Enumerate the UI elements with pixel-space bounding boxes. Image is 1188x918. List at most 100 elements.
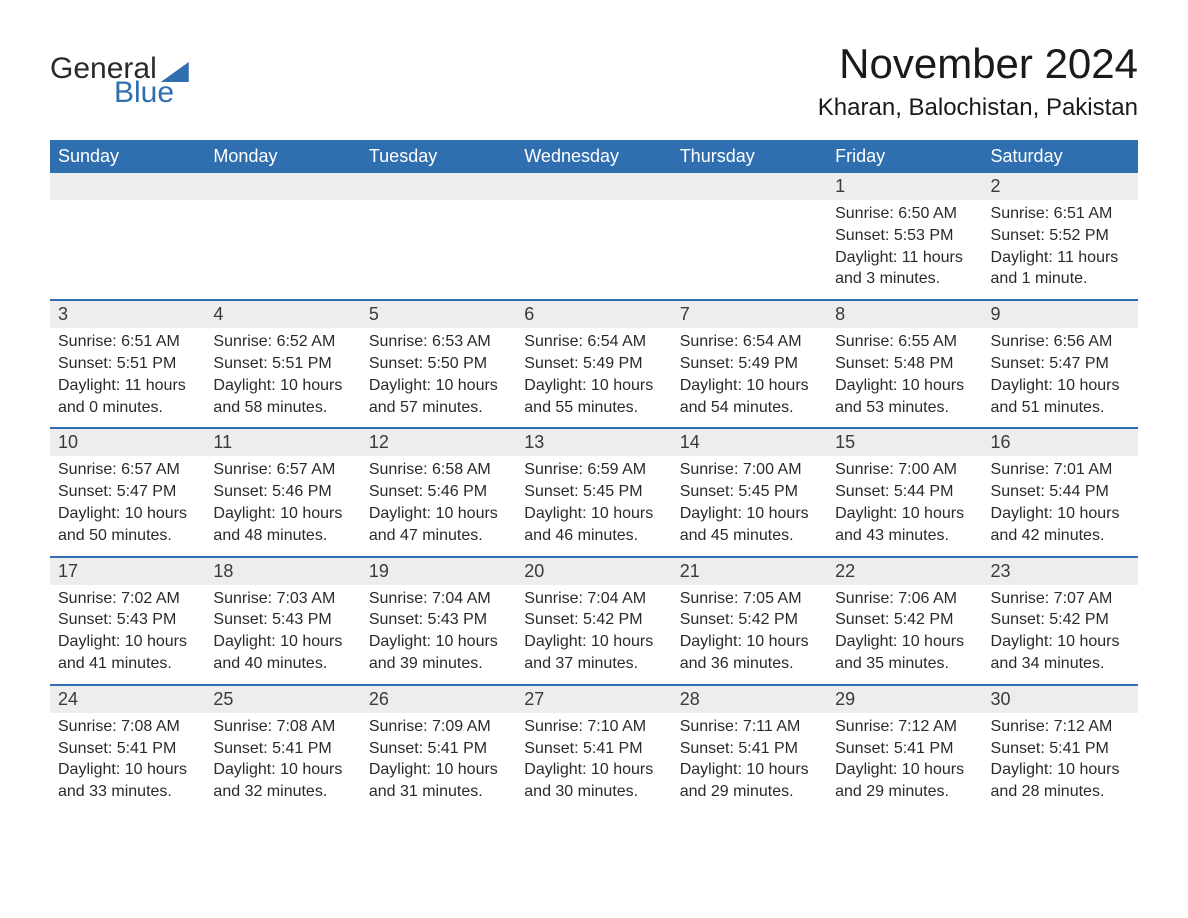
day-number-row: 9 <box>983 301 1138 328</box>
daylight-text-line2: and 35 minutes. <box>835 654 974 675</box>
sunset-text: Sunset: 5:41 PM <box>991 739 1130 760</box>
week-row: 3Sunrise: 6:51 AMSunset: 5:51 PMDaylight… <box>50 299 1138 427</box>
week-row: 24Sunrise: 7:08 AMSunset: 5:41 PMDayligh… <box>50 684 1138 812</box>
day-body <box>361 200 516 212</box>
day-number: 7 <box>680 304 690 324</box>
day-cell: 18Sunrise: 7:03 AMSunset: 5:43 PMDayligh… <box>205 558 360 684</box>
sunrise-text: Sunrise: 6:56 AM <box>991 332 1130 353</box>
day-number-row: 22 <box>827 558 982 585</box>
daylight-text-line1: Daylight: 10 hours <box>680 504 819 525</box>
daylight-text-line2: and 57 minutes. <box>369 398 508 419</box>
week-row: 17Sunrise: 7:02 AMSunset: 5:43 PMDayligh… <box>50 556 1138 684</box>
day-number: 24 <box>58 689 78 709</box>
sunrise-text: Sunrise: 7:12 AM <box>835 717 974 738</box>
day-body: Sunrise: 7:07 AMSunset: 5:42 PMDaylight:… <box>983 585 1138 684</box>
day-number: 25 <box>213 689 233 709</box>
logo: General Blue <box>50 40 189 110</box>
sunset-text: Sunset: 5:41 PM <box>58 739 197 760</box>
day-cell: 1Sunrise: 6:50 AMSunset: 5:53 PMDaylight… <box>827 173 982 299</box>
sunrise-text: Sunrise: 6:54 AM <box>524 332 663 353</box>
sunset-text: Sunset: 5:43 PM <box>213 610 352 631</box>
day-number: 20 <box>524 561 544 581</box>
month-title: November 2024 <box>818 40 1138 88</box>
day-cell: 7 Sunrise: 6:54 AMSunset: 5:49 PMDaylight… <box>672 301 827 427</box>
day-body: Sunrise: 6:59 AMSunset: 5:45 PMDaylight:… <box>516 456 671 555</box>
sunrise-text: Sunrise: 6:51 AM <box>58 332 197 353</box>
location-label: Kharan, Balochistan, Pakistan <box>818 94 1138 122</box>
week-row: 1Sunrise: 6:50 AMSunset: 5:53 PMDaylight… <box>50 173 1138 299</box>
day-body <box>205 200 360 212</box>
day-number-row: 5 <box>361 301 516 328</box>
daylight-text-line1: Daylight: 10 hours <box>524 504 663 525</box>
daylight-text-line2: and 47 minutes. <box>369 526 508 547</box>
day-number-row: 20 <box>516 558 671 585</box>
day-body: Sunrise: 7:10 AMSunset: 5:41 PMDaylight:… <box>516 713 671 812</box>
day-number-row: 8 <box>827 301 982 328</box>
day-body: Sunrise: 6:54 AMSunset: 5:49 PMDaylight:… <box>672 328 827 427</box>
sunrise-text: Sunrise: 6:51 AM <box>991 204 1130 225</box>
daylight-text-line2: and 40 minutes. <box>213 654 352 675</box>
day-number-row: 16 <box>983 429 1138 456</box>
sunset-text: Sunset: 5:43 PM <box>369 610 508 631</box>
day-number: 18 <box>213 561 233 581</box>
day-number: 30 <box>991 689 1011 709</box>
day-cell: 29Sunrise: 7:12 AMSunset: 5:41 PMDayligh… <box>827 686 982 812</box>
daylight-text-line1: Daylight: 10 hours <box>58 760 197 781</box>
sunset-text: Sunset: 5:41 PM <box>524 739 663 760</box>
day-body: Sunrise: 6:56 AMSunset: 5:47 PMDaylight:… <box>983 328 1138 427</box>
day-number: 28 <box>680 689 700 709</box>
day-body: Sunrise: 6:53 AMSunset: 5:50 PMDaylight:… <box>361 328 516 427</box>
sunset-text: Sunset: 5:42 PM <box>991 610 1130 631</box>
sunset-text: Sunset: 5:42 PM <box>524 610 663 631</box>
day-cell: 6Sunrise: 6:54 AMSunset: 5:49 PMDaylight… <box>516 301 671 427</box>
day-cell: 15 Sunrise: 7:00 AMSunset: 5:44 PMDayligh… <box>827 429 982 555</box>
sunset-text: Sunset: 5:41 PM <box>213 739 352 760</box>
day-body: Sunrise: 6:51 AMSunset: 5:52 PMDaylight:… <box>983 200 1138 299</box>
day-number <box>524 176 529 196</box>
day-body: Sunrise: 7:00 AMSunset: 5:44 PMDaylight:… <box>827 456 982 555</box>
day-header: Tuesday <box>361 140 516 173</box>
sunset-text: Sunset: 5:43 PM <box>58 610 197 631</box>
day-number-row: 6 <box>516 301 671 328</box>
day-number-row <box>672 173 827 200</box>
day-number: 15 <box>835 432 855 452</box>
day-body: Sunrise: 7:12 AMSunset: 5:41 PMDaylight:… <box>983 713 1138 812</box>
day-number-row: 1 <box>827 173 982 200</box>
daylight-text-line1: Daylight: 10 hours <box>524 376 663 397</box>
day-cell: 25Sunrise: 7:08 AMSunset: 5:41 PMDayligh… <box>205 686 360 812</box>
day-number: 29 <box>835 689 855 709</box>
daylight-text-line2: and 55 minutes. <box>524 398 663 419</box>
daylight-text-line2: and 28 minutes. <box>991 782 1130 803</box>
day-body: Sunrise: 7:00 AMSunset: 5:45 PMDaylight:… <box>672 456 827 555</box>
day-number: 6 <box>524 304 534 324</box>
day-number-row: 15 <box>827 429 982 456</box>
daylight-text-line1: Daylight: 10 hours <box>991 760 1130 781</box>
daylight-text-line2: and 54 minutes. <box>680 398 819 419</box>
day-number: 2 <box>991 176 1001 196</box>
sunrise-text: Sunrise: 6:59 AM <box>524 460 663 481</box>
day-number-row <box>205 173 360 200</box>
daylight-text-line2: and 3 minutes. <box>835 269 974 290</box>
day-body: Sunrise: 7:05 AMSunset: 5:42 PMDaylight:… <box>672 585 827 684</box>
sunrise-text: Sunrise: 7:05 AM <box>680 589 819 610</box>
day-cell: 22Sunrise: 7:06 AMSunset: 5:42 PMDayligh… <box>827 558 982 684</box>
day-cell: 28 Sunrise: 7:11 AMSunset: 5:41 PMDayligh… <box>672 686 827 812</box>
sunrise-text: Sunrise: 7:06 AM <box>835 589 974 610</box>
day-header: Thursday <box>672 140 827 173</box>
sunset-text: Sunset: 5:49 PM <box>680 354 819 375</box>
daylight-text-line1: Daylight: 11 hours <box>991 248 1130 269</box>
day-body: Sunrise: 7:11 AMSunset: 5:41 PMDaylight:… <box>672 713 827 812</box>
sunrise-text: Sunrise: 6:52 AM <box>213 332 352 353</box>
day-body: Sunrise: 7:04 AMSunset: 5:42 PMDaylight:… <box>516 585 671 684</box>
daylight-text-line1: Daylight: 10 hours <box>835 376 974 397</box>
sunset-text: Sunset: 5:52 PM <box>991 226 1130 247</box>
day-number-row: 14 <box>672 429 827 456</box>
day-number-row: 7 <box>672 301 827 328</box>
daylight-text-line2: and 29 minutes. <box>680 782 819 803</box>
daylight-text-line2: and 53 minutes. <box>835 398 974 419</box>
day-number: 3 <box>58 304 68 324</box>
day-number: 26 <box>369 689 389 709</box>
day-cell: 17Sunrise: 7:02 AMSunset: 5:43 PMDayligh… <box>50 558 205 684</box>
day-header-row: SundayMondayTuesdayWednesdayThursdayFrid… <box>50 140 1138 173</box>
sunrise-text: Sunrise: 6:57 AM <box>58 460 197 481</box>
